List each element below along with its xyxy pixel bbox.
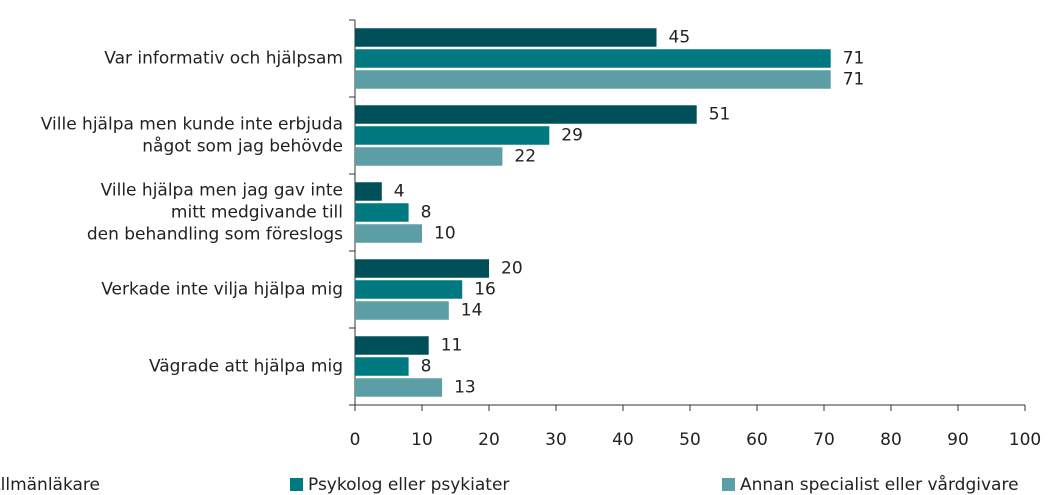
x-tick-label: 50 bbox=[679, 430, 701, 450]
value-label: 11 bbox=[441, 336, 463, 356]
value-label: 8 bbox=[421, 203, 432, 223]
x-tick-label: 60 bbox=[746, 430, 768, 450]
value-label: 29 bbox=[561, 126, 583, 146]
bar bbox=[355, 126, 550, 145]
x-tick-label: 0 bbox=[350, 430, 361, 450]
bar bbox=[355, 203, 409, 222]
bar bbox=[355, 280, 463, 299]
bar bbox=[355, 378, 443, 397]
x-tick-label: 80 bbox=[880, 430, 902, 450]
category-label: Vägrade att hjälpa mig bbox=[149, 357, 343, 377]
bar bbox=[355, 336, 429, 355]
value-label: 45 bbox=[669, 28, 691, 48]
legend-marker bbox=[290, 478, 303, 491]
x-tick-label: 20 bbox=[478, 430, 500, 450]
bar bbox=[355, 105, 697, 124]
value-label: 14 bbox=[461, 301, 483, 321]
category-label: den behandling som föreslogs bbox=[87, 225, 343, 245]
category-label: Ville hjälpa men jag gav inte bbox=[101, 181, 343, 201]
value-label: 51 bbox=[709, 105, 731, 125]
category-label: något som jag behövde bbox=[142, 136, 343, 157]
legend-label: Annan specialist eller vårdgivare bbox=[740, 474, 1019, 495]
x-tick-label: 40 bbox=[612, 430, 634, 450]
value-label: 20 bbox=[501, 259, 523, 279]
bar bbox=[355, 70, 831, 89]
x-tick-label: 10 bbox=[411, 430, 433, 450]
value-label: 71 bbox=[843, 49, 865, 69]
bar bbox=[355, 182, 382, 201]
bar bbox=[355, 147, 503, 166]
legend-marker bbox=[722, 478, 735, 491]
value-label: 22 bbox=[514, 147, 536, 167]
value-label: 10 bbox=[434, 224, 456, 244]
bar bbox=[355, 28, 657, 47]
value-label: 16 bbox=[474, 280, 496, 300]
value-label: 13 bbox=[454, 378, 476, 398]
x-tick-label: 70 bbox=[813, 430, 835, 450]
bar bbox=[355, 224, 422, 243]
bar bbox=[355, 49, 831, 68]
category-label: Var informativ och hjälpsam bbox=[104, 49, 343, 69]
category-label: Ville hjälpa men kunde inte erbjuda bbox=[41, 115, 343, 135]
value-label: 8 bbox=[421, 357, 432, 377]
bar bbox=[355, 301, 449, 320]
category-label: mitt medgivande till bbox=[171, 203, 343, 223]
bar bbox=[355, 357, 409, 376]
bar bbox=[355, 259, 489, 278]
legend-label: Allmänläkare bbox=[0, 475, 100, 495]
value-label: 4 bbox=[394, 182, 405, 202]
x-tick-label: 90 bbox=[947, 430, 969, 450]
legend-label: Psykolog eller psykiater bbox=[308, 475, 509, 495]
category-label: Verkade inte vilja hjälpa mig bbox=[101, 280, 343, 300]
x-tick-label: 100 bbox=[1009, 430, 1041, 450]
value-label: 71 bbox=[843, 70, 865, 90]
x-tick-label: 30 bbox=[545, 430, 567, 450]
